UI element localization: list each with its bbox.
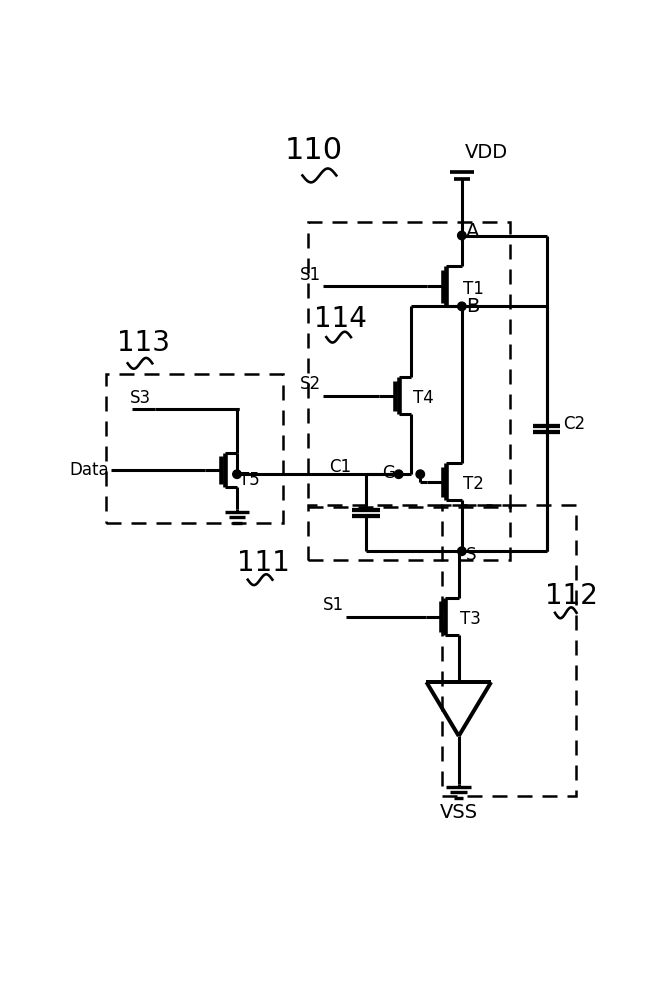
Text: VDD: VDD xyxy=(465,143,508,162)
Text: Data: Data xyxy=(70,461,109,479)
Circle shape xyxy=(416,470,424,478)
Text: T5: T5 xyxy=(239,471,259,489)
Text: C1: C1 xyxy=(329,458,351,476)
Text: 111: 111 xyxy=(237,549,290,577)
Bar xyxy=(106,374,283,523)
Text: 110: 110 xyxy=(284,136,343,165)
Text: S1: S1 xyxy=(323,596,344,614)
Text: 112: 112 xyxy=(545,582,598,610)
Bar xyxy=(308,505,510,560)
Text: A: A xyxy=(465,222,479,241)
Bar xyxy=(442,505,575,796)
Circle shape xyxy=(457,547,466,555)
Text: S: S xyxy=(465,546,476,564)
Circle shape xyxy=(394,470,403,478)
Text: C2: C2 xyxy=(564,415,585,433)
Text: 114: 114 xyxy=(314,305,367,333)
Bar xyxy=(308,222,510,507)
Text: VSS: VSS xyxy=(440,804,478,822)
Text: G: G xyxy=(382,464,395,482)
Text: S1: S1 xyxy=(300,266,321,284)
Circle shape xyxy=(457,231,466,240)
Text: T3: T3 xyxy=(460,610,481,628)
Circle shape xyxy=(457,302,466,311)
Text: T4: T4 xyxy=(412,389,434,407)
Text: S3: S3 xyxy=(130,389,151,407)
Text: 113: 113 xyxy=(117,329,170,357)
Text: T2: T2 xyxy=(463,475,484,493)
Text: B: B xyxy=(465,297,479,316)
Text: T1: T1 xyxy=(463,280,484,298)
Text: S2: S2 xyxy=(300,375,321,393)
Circle shape xyxy=(233,470,241,478)
